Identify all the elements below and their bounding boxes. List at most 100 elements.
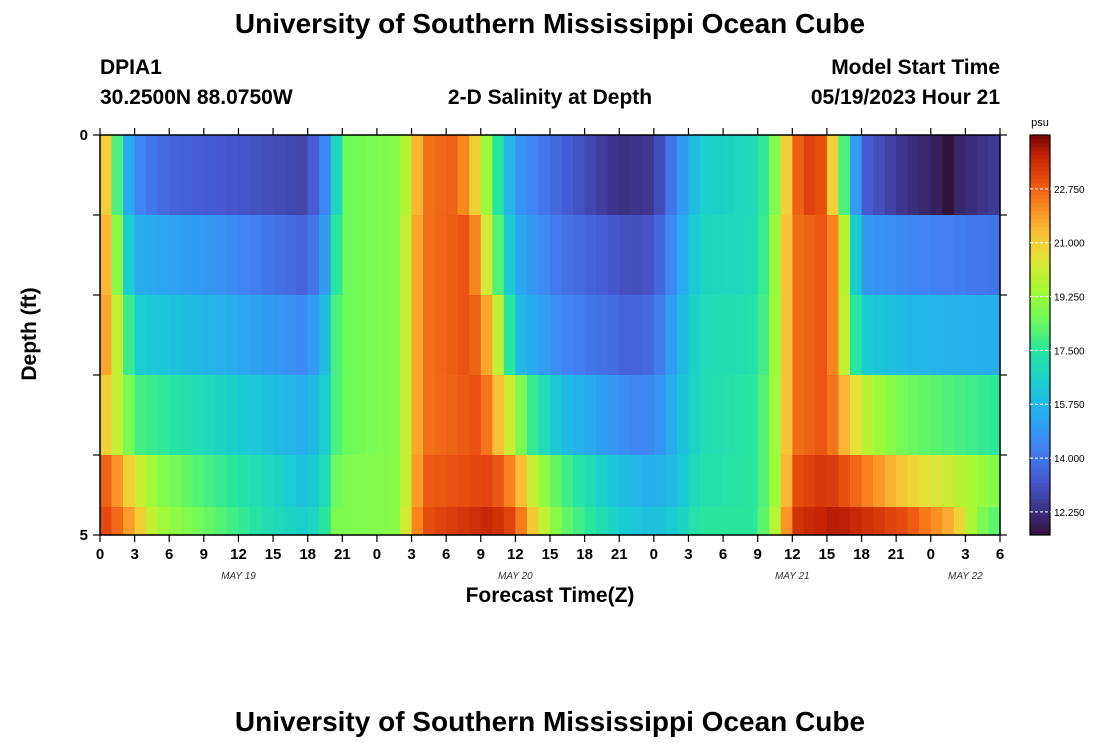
colorbar-tick-label: 12.250	[1054, 508, 1085, 519]
heatmap-cell	[653, 375, 666, 456]
heatmap-cell	[457, 215, 470, 296]
heatmap-cell	[676, 455, 690, 508]
x-tick-label: 0	[96, 546, 104, 563]
heatmap-cell	[353, 135, 366, 216]
heatmap-cell	[319, 507, 332, 536]
heatmap-cell	[123, 135, 136, 216]
heatmap-cell	[157, 135, 170, 216]
heatmap-cell	[561, 375, 574, 456]
heatmap-cell	[584, 215, 597, 296]
heatmap-cell	[711, 295, 724, 376]
heatmap-cell	[884, 375, 897, 456]
colorbar-segment	[1030, 455, 1050, 460]
colorbar-segment	[1030, 347, 1050, 352]
footer-title: University of Southern Mississippi Ocean…	[234, 706, 866, 737]
heatmap-cell	[838, 375, 851, 456]
heatmap-cell	[757, 295, 770, 376]
heatmap-cell	[803, 135, 816, 216]
date-label: MAY 21	[775, 571, 810, 582]
colorbar-segment	[1030, 291, 1050, 296]
colorbar-segment	[1030, 175, 1050, 180]
heatmap-cell	[988, 455, 1001, 508]
heatmap-cell	[307, 507, 320, 536]
heatmap-cell	[434, 375, 447, 456]
heatmap-cell	[111, 295, 124, 376]
heatmap-cell	[988, 135, 1001, 216]
heatmap-cell	[653, 455, 666, 508]
colorbar-segment	[1030, 231, 1050, 236]
colorbar-segment	[1030, 415, 1050, 420]
heatmap-cell	[769, 295, 782, 376]
heatmap-cell	[146, 135, 159, 216]
heatmap-cell	[746, 375, 759, 456]
heatmap-cell	[723, 455, 736, 508]
x-tick-label: 18	[576, 546, 593, 563]
colorbar-segment	[1030, 179, 1050, 184]
heatmap-cell	[953, 295, 966, 376]
heatmap-cell	[446, 215, 459, 296]
heatmap-cell	[273, 455, 286, 508]
x-tick-label: 3	[961, 546, 969, 563]
colorbar-tick-label: 21.000	[1054, 239, 1085, 250]
x-tick-label: 21	[611, 546, 628, 563]
heatmap-cell	[376, 135, 390, 216]
heatmap-cell	[642, 375, 655, 456]
heatmap-cell	[723, 215, 736, 296]
heatmap-cell	[400, 215, 413, 296]
heatmap-cell	[319, 135, 332, 216]
heatmap-cell	[942, 295, 955, 376]
heatmap-cell	[492, 507, 505, 536]
heatmap-cell	[480, 507, 493, 536]
heatmap-cell	[319, 215, 332, 296]
y-tick-label: 5	[80, 527, 88, 544]
heatmap-cell	[700, 507, 713, 536]
heatmap-cell	[180, 295, 193, 376]
heatmap-cell	[573, 507, 586, 536]
colorbar-segment	[1030, 183, 1050, 188]
heatmap-cell	[780, 375, 793, 456]
heatmap-cell	[896, 135, 909, 216]
heatmap-cell	[734, 215, 747, 296]
heatmap-cell	[146, 375, 159, 456]
heatmap-cell	[861, 135, 874, 216]
heatmap-cell	[780, 455, 793, 508]
heatmap-cell	[769, 455, 782, 508]
x-tick-label: 0	[650, 546, 658, 563]
heatmap-cell	[988, 215, 1001, 296]
model-start-label: Model Start Time	[831, 56, 1000, 79]
heatmap-cell	[215, 455, 228, 508]
heatmap-cell	[157, 295, 170, 376]
heatmap-cell	[873, 375, 886, 456]
date-label: MAY 22	[948, 571, 983, 582]
heatmap-cell	[261, 135, 274, 216]
heatmap-cell	[365, 215, 378, 296]
heatmap-cell	[157, 215, 170, 296]
heatmap-cell	[700, 135, 713, 216]
heatmap-cell	[884, 215, 897, 296]
heatmap-cell	[630, 455, 643, 508]
heatmap-cell	[376, 455, 390, 508]
colorbar-segment	[1030, 203, 1050, 208]
heatmap-cell	[930, 507, 943, 536]
heatmap-cell	[607, 375, 620, 456]
heatmap-cell	[873, 295, 886, 376]
heatmap-cell	[965, 295, 978, 376]
heatmap-cell	[238, 295, 251, 376]
colorbar-segment	[1030, 479, 1050, 484]
heatmap-cell	[861, 215, 874, 296]
heatmap-cell	[330, 295, 343, 376]
x-tick-label: 3	[407, 546, 415, 563]
colorbar-segment	[1030, 495, 1050, 500]
heatmap-cell	[446, 507, 459, 536]
heatmap-cell	[953, 507, 966, 536]
heatmap-cell	[169, 375, 182, 456]
x-tick-label: 15	[542, 546, 559, 563]
heatmap-cell	[734, 295, 747, 376]
station-id: DPIA1	[100, 56, 162, 79]
colorbar-segment	[1030, 411, 1050, 416]
colorbar-segment	[1030, 383, 1050, 388]
heatmap-cell	[480, 375, 493, 456]
heatmap-cell	[953, 135, 966, 216]
heatmap-cell	[850, 455, 863, 508]
date-label: MAY 19	[221, 571, 256, 582]
